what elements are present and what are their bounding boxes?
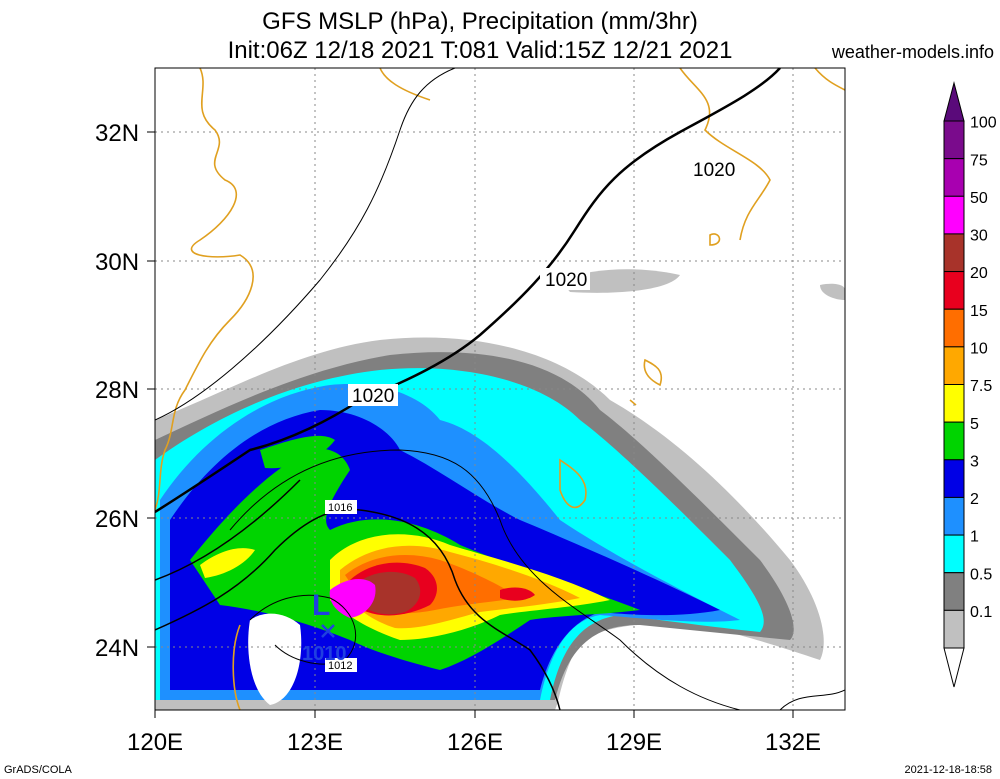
axis-ticks [147,131,794,718]
low-pressure-center: L 1010 [302,589,347,665]
coast-islands [559,358,663,509]
chart-title-line1: GFS MSLP (hPa), Precipitation (mm/3hr) [262,8,698,35]
isobar-thin-2 [229,449,741,710]
isobar-label-1012: 1012 [328,660,352,672]
colorbar-cell [943,609,965,649]
coast-china [155,68,254,511]
colorbar-label: 50 [970,190,988,207]
isobar-label-1020-mid: 1020 [545,270,587,291]
colorbar-cell [943,158,965,197]
longitude-labels: 120E 123E 126E 129E 132E [127,729,821,756]
lon-label-129e: 129E [606,729,662,756]
low-marker-x [321,624,335,638]
isobar-thin-3 [779,689,845,710]
colorbar-cell [943,346,965,386]
low-marker-value: 1010 [302,643,347,665]
lon-label-126e: 126E [447,729,503,756]
colorbar-label: 2 [970,491,979,508]
isobar-label-1020-ne: 1020 [693,160,735,181]
coast-kyushu [679,68,771,246]
colorbar-label: 20 [970,265,988,282]
site-credit: weather-models.info [831,42,994,62]
isobar-1016-b [155,479,301,581]
colorbar-cell [943,233,965,273]
isobar-label-1020-sw: 1020 [352,386,394,407]
colorbar-cell [943,534,965,574]
isobar-labels: 1020 1020 1020 1016 1012 [325,158,738,672]
precip-7.5-w [200,548,255,578]
lat-label-28n: 28N [95,377,139,404]
precip-50 [329,578,376,618]
colorbar-label: 0.5 [970,566,992,583]
colorbar-cell [943,120,965,160]
colorbar-label: 0.1 [970,604,992,621]
chart-title-line2: Init:06Z 12/18 2021 T:081 Valid:15Z 12/2… [227,37,733,64]
colorbar-cell [943,496,965,536]
colorbar-label: 100 [970,115,997,132]
lon-label-132e: 132E [765,729,821,756]
colorbar-label: 30 [970,228,988,245]
latitude-labels: 32N 30N 28N 26N 24N [95,120,139,662]
precip-20-e [500,587,535,601]
isobar-1020 [155,68,781,514]
coastlines [155,68,845,710]
isobar-thin-1 [155,68,456,421]
coast-china-n [379,68,431,101]
footer-software: GrADS/COLA [4,764,72,776]
colorbar-cell [943,271,965,310]
coast-korea [814,68,845,91]
colorbar-cell [943,308,965,348]
lat-label-26n: 26N [95,506,139,533]
isobar-1012 [249,594,357,665]
colorbar-cell [943,421,965,461]
colorbar-label: 5 [970,416,979,433]
colorbar-cell [943,384,965,423]
precip-0.1-patch2 [820,283,845,300]
precip-gap [248,613,302,705]
precip-5-n [260,435,335,469]
colorbar-label: 7.5 [970,378,992,395]
colorbar-top-arrow [943,81,965,122]
isobar-label-1016: 1016 [328,502,352,514]
precip-colorbar: 100 75 50 30 20 15 10 7.5 5 3 2 1 0.5 0.1 [943,81,997,688]
colorbar-cell [943,195,965,235]
grid [155,68,845,710]
colorbar-label: 10 [970,341,988,358]
isobars [155,68,845,710]
lon-label-120e: 120E [127,729,183,756]
colorbar-cell [943,572,965,611]
coast-taiwan [232,624,241,710]
colorbar-label: 1 [970,529,979,546]
colorbar-bottom-arrow [943,647,965,688]
isobar-1016 [155,508,561,710]
precip-field [155,269,845,710]
colorbar-label: 75 [970,152,988,169]
lat-label-32n: 32N [95,120,139,147]
low-marker-letter: L [312,589,330,622]
colorbar-cell [943,459,965,498]
lat-label-24n: 24N [95,635,139,662]
lat-label-30n: 30N [95,249,139,276]
footer-timestamp: 2021-12-18-18:58 [904,764,992,776]
colorbar-label: 15 [970,303,988,320]
colorbar-label: 3 [970,453,979,470]
lon-label-123e: 123E [287,729,343,756]
